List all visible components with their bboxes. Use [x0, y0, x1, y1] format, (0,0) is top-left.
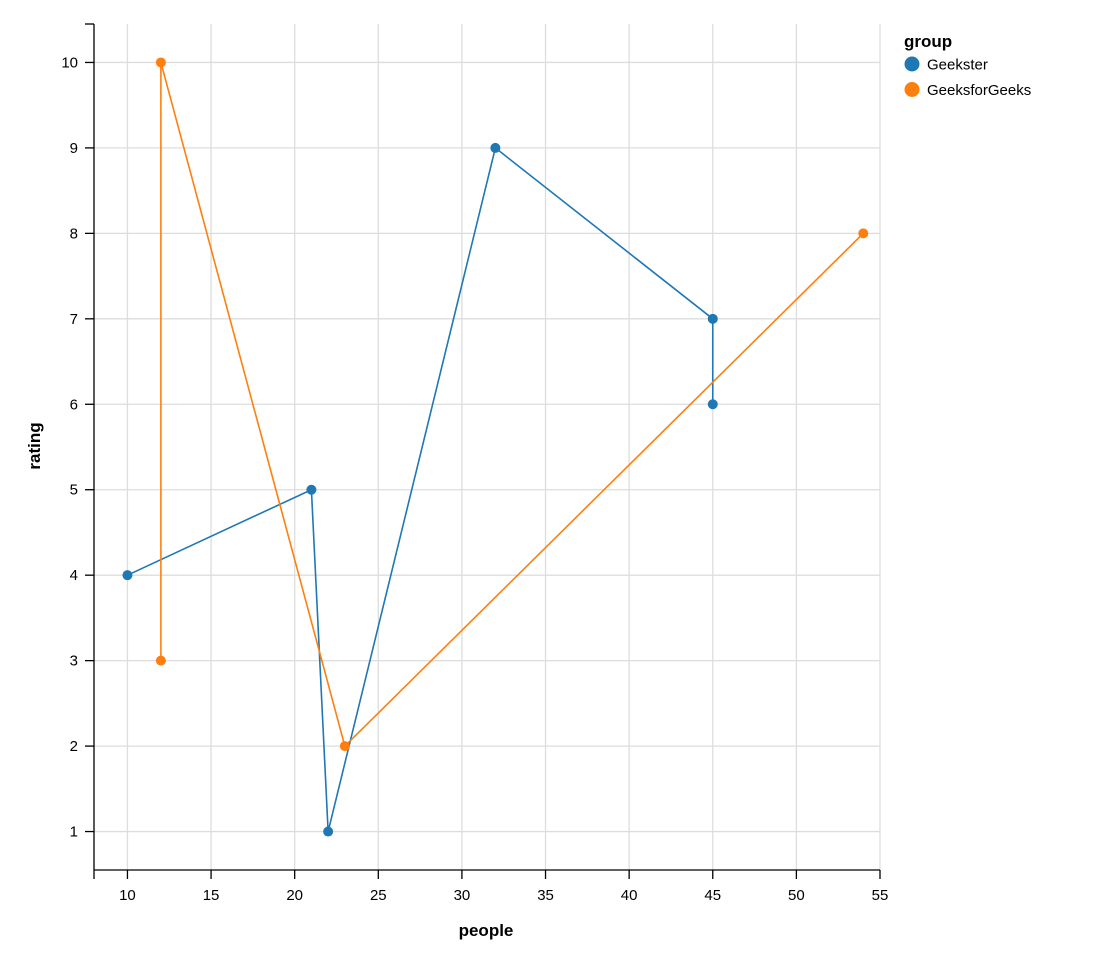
data-point-geekster [122, 570, 133, 581]
data-point-geekster [490, 142, 501, 153]
x-tick-label: 55 [872, 887, 889, 904]
legend-label: Geekster [927, 57, 988, 74]
y-tick-label: 10 [61, 54, 78, 71]
legend-label: GeeksforGeeks [927, 82, 1031, 99]
legend-swatch [904, 82, 920, 97]
x-tick-label: 35 [537, 887, 554, 904]
y-tick-label: 7 [70, 311, 78, 328]
x-tick-label: 30 [454, 887, 471, 904]
grid [94, 24, 881, 870]
series-line-geekster [127, 146, 714, 832]
data-point-geekster [306, 484, 317, 495]
x-tick-label: 10 [119, 887, 136, 904]
data-point-geekster [707, 313, 718, 324]
y-tick-label: 6 [70, 396, 78, 413]
data-point-geeksforgeeks [155, 655, 166, 666]
legend-title: group [904, 32, 952, 51]
x-tick-label: 15 [203, 887, 220, 904]
y-tick-label: 5 [70, 482, 78, 499]
data-point-geeksforgeeks [339, 741, 350, 752]
x-tick-label: 20 [286, 887, 303, 904]
legend-swatch [904, 56, 920, 72]
y-tick-label: 1 [70, 824, 78, 841]
data-point-geekster [323, 826, 334, 837]
x-tick-label: 40 [621, 887, 638, 904]
y-tick-label: 8 [70, 225, 78, 242]
x-tick-label: 45 [704, 887, 721, 904]
x-tick-label: 25 [370, 887, 387, 904]
y-tick-label: 2 [70, 738, 78, 755]
y-tick-label: 9 [70, 140, 78, 157]
series-layer [122, 57, 869, 837]
y-tick-label: 4 [70, 567, 78, 584]
legend: group Geekster GeeksforGeeks [904, 32, 1031, 99]
data-point-geeksforgeeks [858, 228, 869, 239]
data-point-geekster [707, 399, 718, 410]
y-axis-title: rating [25, 422, 44, 469]
series-line-geeksforgeeks [160, 62, 864, 748]
data-point-geeksforgeeks [155, 57, 166, 68]
x-tick-label: 50 [788, 887, 805, 904]
x-axis-title: people [459, 921, 514, 940]
y-tick-label: 3 [70, 653, 78, 670]
